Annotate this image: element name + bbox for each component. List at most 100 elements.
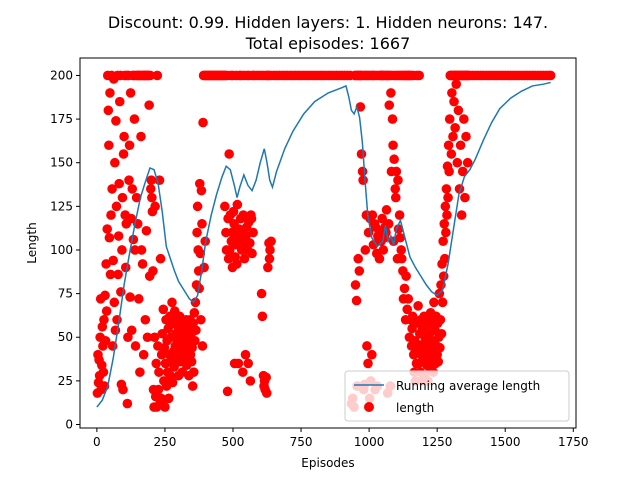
length-point xyxy=(148,266,158,276)
length-point xyxy=(145,70,156,81)
length-point xyxy=(451,79,462,89)
length-point xyxy=(256,288,267,299)
length-point xyxy=(155,253,166,264)
length-point xyxy=(452,157,463,168)
chart-title-line-1: Discount: 0.99. Hidden layers: 1. Hidden… xyxy=(108,13,548,32)
length-point xyxy=(436,328,447,339)
length-point xyxy=(135,367,145,377)
length-point xyxy=(403,294,414,304)
length-point xyxy=(264,253,275,264)
plot-area xyxy=(92,70,556,412)
length-point xyxy=(109,297,120,308)
length-point xyxy=(189,308,200,318)
length-point xyxy=(105,269,116,280)
length-point xyxy=(384,100,395,110)
y-tick-label: 125 xyxy=(50,199,73,213)
length-point xyxy=(126,325,137,336)
length-point xyxy=(127,184,138,194)
length-point xyxy=(363,358,373,369)
length-point xyxy=(154,367,164,377)
length-point xyxy=(124,140,135,151)
length-point xyxy=(136,245,147,255)
length-point xyxy=(356,149,367,159)
length-point xyxy=(142,332,153,343)
length-point xyxy=(100,335,111,346)
length-point xyxy=(232,259,242,269)
length-point xyxy=(399,283,410,294)
length-point xyxy=(110,157,120,168)
length-point xyxy=(265,245,275,255)
length-point xyxy=(390,184,401,194)
length-point xyxy=(449,96,459,107)
length-point xyxy=(387,114,398,124)
length-point xyxy=(396,245,407,255)
length-point xyxy=(367,349,377,360)
length-point xyxy=(160,402,170,412)
length-point xyxy=(117,245,127,255)
length-point xyxy=(350,280,361,290)
length-point xyxy=(98,367,109,377)
length-point xyxy=(122,398,133,409)
length-point xyxy=(239,253,250,264)
length-point xyxy=(186,356,197,367)
y-tick-label: 50 xyxy=(58,330,73,344)
length-point xyxy=(266,236,276,247)
length-point xyxy=(158,304,169,315)
y-tick-label: 0 xyxy=(65,418,73,432)
legend: Running average length length xyxy=(344,370,570,422)
length-point xyxy=(117,192,128,203)
length-point xyxy=(438,236,448,247)
length-point xyxy=(351,295,362,306)
length-point xyxy=(118,384,128,395)
length-point xyxy=(124,175,134,185)
length-point xyxy=(140,314,151,325)
x-tick-label: 750 xyxy=(290,435,313,449)
length-point xyxy=(138,349,149,360)
length-point xyxy=(247,248,257,259)
length-point xyxy=(153,384,164,395)
length-point xyxy=(114,178,124,189)
length-point xyxy=(100,290,110,301)
length-point xyxy=(104,232,115,243)
length-point xyxy=(190,297,201,308)
x-axis-label: Episodes xyxy=(301,456,354,470)
length-point xyxy=(353,253,364,264)
length-point xyxy=(188,367,199,377)
legend-marker-swatch xyxy=(364,402,374,412)
length-point xyxy=(437,297,448,308)
legend-label-running-average: Running average length xyxy=(396,379,540,393)
length-point xyxy=(125,88,136,98)
length-point xyxy=(192,227,202,238)
length-point xyxy=(120,262,131,273)
y-axis-label: Length xyxy=(25,222,39,263)
x-tick-label: 1750 xyxy=(558,435,589,449)
length-point xyxy=(402,304,413,315)
length-point xyxy=(144,100,154,110)
length-point xyxy=(111,116,121,126)
length-point xyxy=(147,192,157,203)
length-point xyxy=(108,255,119,266)
y-tick-label: 100 xyxy=(50,243,73,257)
length-point xyxy=(357,166,368,177)
length-point xyxy=(137,259,148,269)
length-point xyxy=(368,239,379,250)
running-average-line-series xyxy=(96,81,551,408)
length-point xyxy=(101,259,111,269)
x-tick-label: 0 xyxy=(93,435,101,449)
length-point xyxy=(433,356,444,367)
legend-label-length: length xyxy=(396,401,434,415)
length-point xyxy=(457,166,468,177)
length-point xyxy=(136,131,146,142)
y-tick-label: 75 xyxy=(58,287,73,301)
length-point xyxy=(240,349,251,360)
length-point xyxy=(448,131,458,142)
length-point xyxy=(224,149,234,159)
length-point xyxy=(360,245,371,255)
length-point xyxy=(450,123,460,133)
length-point xyxy=(243,358,254,369)
length-point xyxy=(145,184,156,194)
length-point xyxy=(102,224,113,234)
length-point xyxy=(123,332,133,343)
length-point xyxy=(459,114,469,124)
length-point xyxy=(447,88,457,98)
